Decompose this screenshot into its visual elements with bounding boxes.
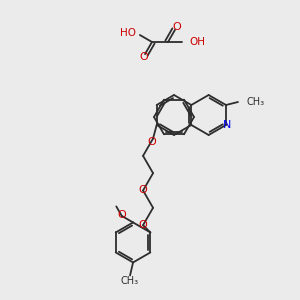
Text: CH₃: CH₃ bbox=[247, 97, 265, 107]
Text: HO: HO bbox=[120, 28, 136, 38]
Text: OH: OH bbox=[189, 37, 205, 47]
Text: O: O bbox=[172, 22, 181, 32]
Text: O: O bbox=[148, 137, 156, 147]
Text: CH₃: CH₃ bbox=[121, 276, 139, 286]
Text: O: O bbox=[117, 210, 126, 220]
Text: O: O bbox=[139, 52, 148, 62]
Text: O: O bbox=[139, 185, 147, 196]
Text: O: O bbox=[139, 220, 147, 230]
Text: N: N bbox=[223, 120, 231, 130]
